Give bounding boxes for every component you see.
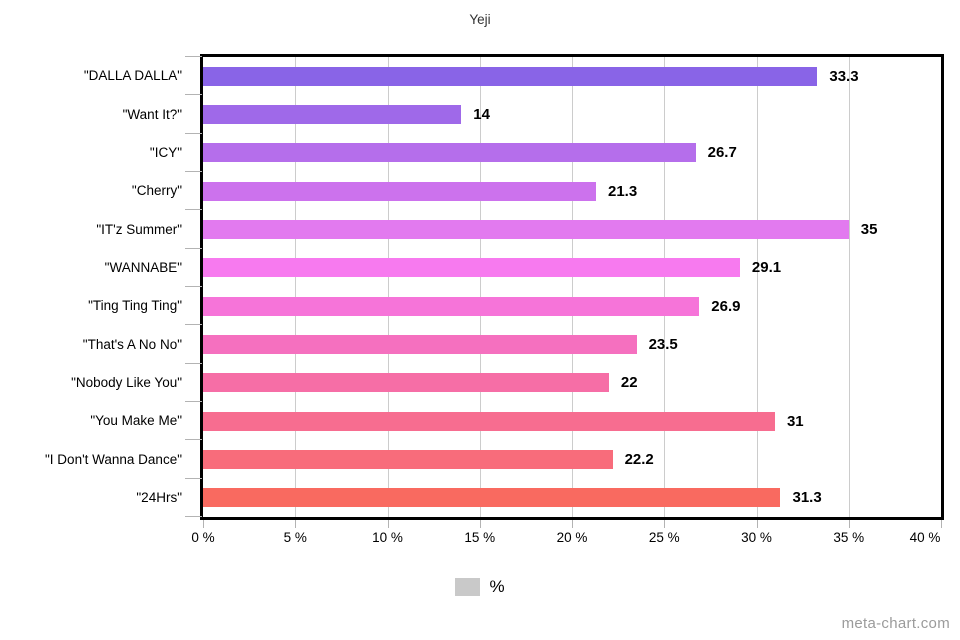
bar: [203, 181, 596, 201]
x-tick-label: 10 %: [372, 530, 403, 545]
y-axis-labels: "DALLA DALLA" "Want It?" "ICY" "Cherry" "IT'…: [0, 57, 182, 517]
x-tick: [295, 520, 297, 528]
bar-value-label: 22: [620, 374, 638, 392]
x-tick-label: 30 %: [741, 530, 772, 545]
gridline: [848, 57, 850, 517]
bar: [203, 296, 700, 316]
bar: [203, 258, 740, 278]
watermark: meta-chart.com: [841, 615, 950, 632]
y-tick: [185, 516, 202, 517]
bar-value-label: 31.3: [792, 489, 822, 507]
bar-value-label: 33.3: [829, 67, 859, 85]
gridline: [572, 57, 573, 517]
y-tick: [185, 324, 202, 326]
gridline: [295, 57, 297, 517]
bar-value-label: 26.9: [711, 297, 741, 315]
bar-row: 22.2: [203, 450, 941, 469]
y-tick: [185, 132, 202, 134]
plot-area: 33.3 14 26.7 21.3 35 29.1 26.9 23.5 22 31 22.2 31.3: [200, 54, 944, 520]
x-tick-label: 40 %: [909, 530, 941, 545]
y-tick: [185, 439, 202, 441]
bar-row: 26.7: [203, 143, 941, 163]
bar-row: 31: [203, 411, 941, 431]
y-tick: [185, 94, 202, 96]
bar-row: 29.1: [203, 258, 941, 278]
x-tick-label: 5 %: [283, 530, 307, 545]
bar: [203, 373, 609, 393]
gridline: [664, 57, 666, 517]
bar: [203, 450, 613, 469]
x-tick-label: 20 %: [556, 530, 588, 545]
bar-value-label: 21.3: [607, 182, 638, 200]
category-label: "DALLA DALLA": [83, 68, 182, 84]
y-tick: [185, 247, 202, 249]
category-label: "Want It?": [122, 106, 182, 122]
x-tick-label: 35 %: [833, 530, 865, 545]
y-tick: [185, 362, 202, 364]
category-label: "WANNABE": [104, 259, 182, 275]
legend-swatch: [455, 578, 481, 596]
bar-row: 26.9: [203, 296, 941, 316]
x-tick: [941, 520, 942, 528]
bar: [203, 66, 818, 86]
bar-row: 22: [203, 373, 941, 393]
category-label: "Nobody Like You": [71, 374, 182, 390]
category-label: "24Hrs": [136, 489, 182, 505]
bar-row: 35: [203, 220, 941, 239]
bar: [203, 411, 775, 431]
category-label: "You Make Me": [90, 413, 182, 429]
chart-title: Yeji: [469, 12, 491, 27]
category-label: "IT'z Summer": [96, 221, 182, 237]
bar: [203, 143, 696, 163]
x-tick-label: 15 %: [464, 530, 496, 545]
bar-value-label: 26.7: [707, 144, 737, 162]
bar-value-label: 29.1: [751, 259, 782, 277]
category-label: "ICY": [149, 144, 182, 160]
bar-row: 14: [203, 105, 941, 124]
bar-value-label: 35: [860, 221, 878, 238]
x-tick-label: 0 %: [191, 530, 215, 545]
x-tick: [664, 520, 666, 528]
bar: [203, 105, 462, 124]
y-tick: [185, 171, 202, 172]
x-tick: [387, 520, 389, 528]
y-tick: [185, 477, 202, 479]
x-tick: [203, 520, 204, 528]
x-tick: [848, 520, 850, 528]
bar-value-label: 23.5: [648, 336, 678, 353]
y-tick: [185, 209, 202, 211]
category-label: "I Don't Wanna Dance": [45, 451, 182, 467]
bar-value-label: 22.2: [624, 451, 654, 468]
category-label: "That's A No No": [82, 336, 182, 352]
x-tick: [572, 520, 573, 528]
y-tick: [185, 401, 202, 402]
category-label: "Cherry": [131, 183, 182, 199]
bar-value-label: 31: [786, 412, 804, 430]
legend-label: %: [489, 577, 505, 596]
bar: [203, 488, 781, 508]
bar: [203, 335, 637, 354]
gridline: [479, 57, 481, 517]
y-tick: [185, 286, 202, 287]
bar-row: 21.3: [203, 181, 941, 201]
bar-row: 31.3: [203, 488, 941, 508]
category-label: "Ting Ting Ting": [88, 298, 182, 314]
bar-row: 23.5: [203, 335, 941, 354]
gridline: [387, 57, 389, 517]
legend: %: [0, 577, 960, 597]
bar-value-label: 14: [473, 106, 490, 123]
x-tick-label: 25 %: [648, 530, 680, 545]
gridline: [756, 57, 758, 517]
y-tick: [185, 56, 202, 57]
bar: [203, 220, 849, 239]
x-tick: [479, 520, 481, 528]
bar-row: 33.3: [203, 66, 941, 86]
x-tick: [756, 520, 758, 528]
